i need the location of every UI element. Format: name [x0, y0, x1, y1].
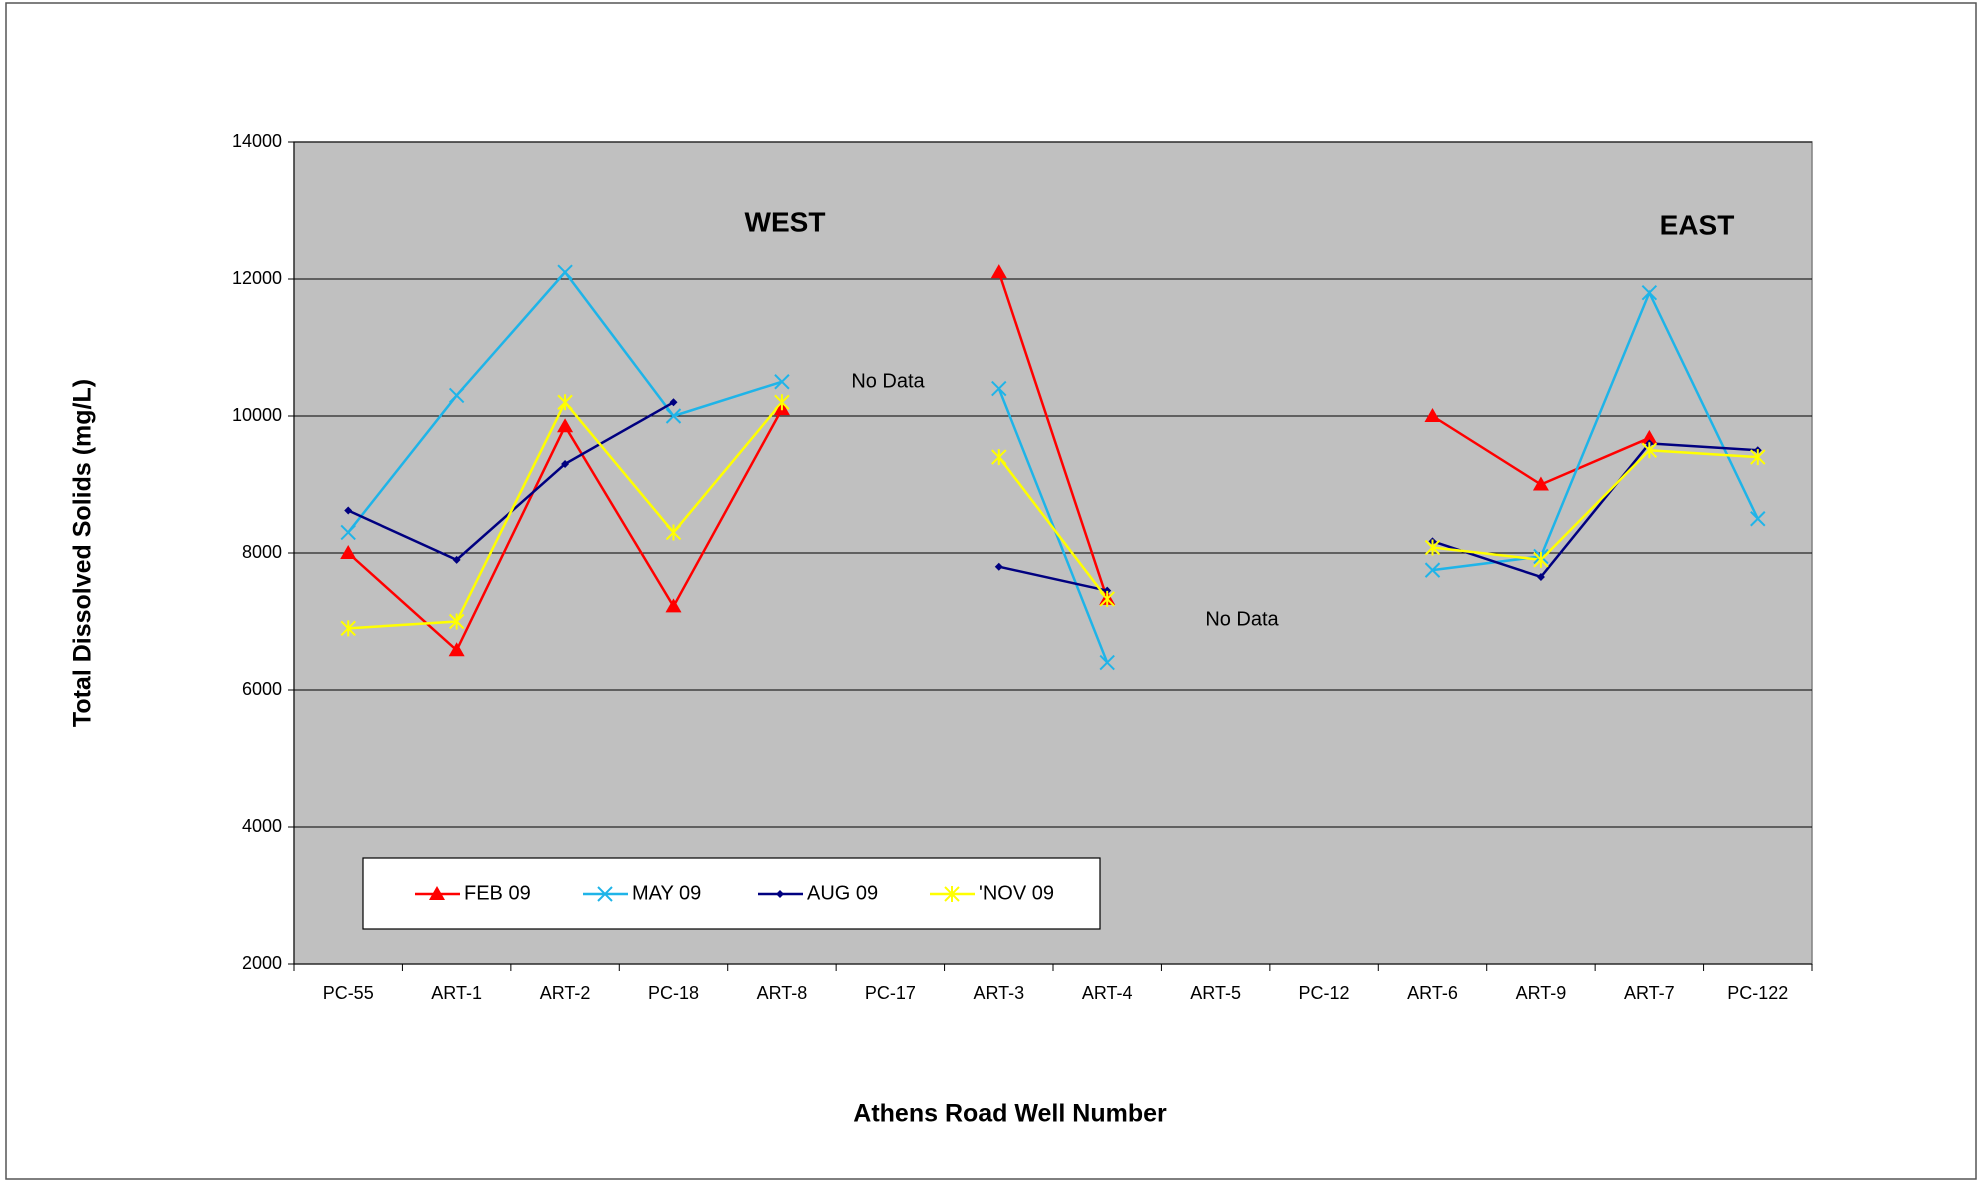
- y-tick-label: 14000: [232, 131, 282, 151]
- marker: [991, 380, 1007, 397]
- marker: [557, 418, 574, 433]
- marker: [557, 394, 573, 411]
- marker: [448, 613, 465, 630]
- marker: [1424, 408, 1441, 422]
- marker: [1641, 429, 1658, 444]
- y-axis-title: Total Dissolved Solids (mg/L): [69, 379, 97, 727]
- marker: [774, 374, 790, 390]
- marker: [340, 620, 356, 637]
- annotation: WEST: [745, 206, 826, 237]
- marker: [448, 642, 465, 657]
- marker: [774, 394, 790, 411]
- marker: [1099, 654, 1115, 671]
- marker: [557, 264, 573, 280]
- x-tick-label: ART-1: [431, 983, 482, 1003]
- x-tick-label: PC-122: [1727, 983, 1788, 1003]
- annotation: No Data: [851, 370, 925, 392]
- x-tick-label: PC-12: [1299, 983, 1350, 1003]
- marker: [990, 264, 1007, 279]
- marker: [561, 459, 570, 468]
- annotation: EAST: [1660, 209, 1735, 240]
- x-tick-label: ART-9: [1516, 983, 1567, 1003]
- marker: [1750, 511, 1766, 527]
- legend-box: [362, 857, 1101, 930]
- legend-label: 'NOV 09: [979, 882, 1054, 904]
- y-tick-label: 4000: [242, 816, 282, 836]
- annotation: No Data: [1205, 608, 1279, 630]
- marker: [944, 886, 960, 902]
- marker: [994, 562, 1003, 571]
- marker: [344, 506, 353, 515]
- y-tick-label: 6000: [242, 679, 282, 699]
- marker: [1532, 476, 1549, 491]
- marker: [429, 886, 445, 900]
- marker: [448, 387, 465, 404]
- legend-label: FEB 09: [464, 882, 531, 904]
- y-tick-label: 12000: [232, 268, 282, 288]
- marker: [669, 398, 678, 407]
- marker: [665, 598, 682, 613]
- marker: [776, 890, 784, 898]
- marker: [991, 449, 1007, 466]
- x-tick-label: PC-18: [648, 983, 699, 1003]
- x-tick-label: ART-8: [757, 983, 808, 1003]
- marker: [1641, 442, 1658, 459]
- legend-label: MAY 09: [632, 882, 701, 904]
- marker: [665, 524, 682, 541]
- x-axis-title: Athens Road Well Number: [853, 1100, 1167, 1128]
- marker: [452, 555, 461, 564]
- x-tick-label: ART-2: [540, 983, 591, 1003]
- marker: [1533, 551, 1549, 568]
- y-tick-label: 8000: [242, 542, 282, 562]
- marker: [1424, 562, 1441, 578]
- marker: [597, 886, 613, 902]
- marker: [1099, 590, 1115, 607]
- x-tick-label: PC-55: [323, 983, 374, 1003]
- marker: [340, 545, 357, 559]
- marker: [1103, 586, 1112, 595]
- x-tick-label: PC-17: [865, 983, 916, 1003]
- marker: [1750, 449, 1766, 466]
- marker: [1536, 572, 1545, 581]
- x-tick-label: ART-7: [1624, 983, 1675, 1003]
- legend: FEB 09 MAY 09 AUG 09 'NOV 09: [362, 857, 1101, 930]
- y-tick-label: 10000: [232, 405, 282, 425]
- marker: [340, 524, 356, 541]
- marker: [1641, 284, 1658, 301]
- x-tick-label: ART-3: [973, 983, 1024, 1003]
- x-tick-label: ART-4: [1082, 983, 1133, 1003]
- x-tick-label: ART-5: [1190, 983, 1241, 1003]
- x-tick-label: ART-6: [1407, 983, 1458, 1003]
- marker: [1424, 539, 1441, 556]
- legend-label: AUG 09: [807, 882, 878, 904]
- marker: [665, 408, 682, 424]
- y-tick-label: 2000: [242, 953, 282, 973]
